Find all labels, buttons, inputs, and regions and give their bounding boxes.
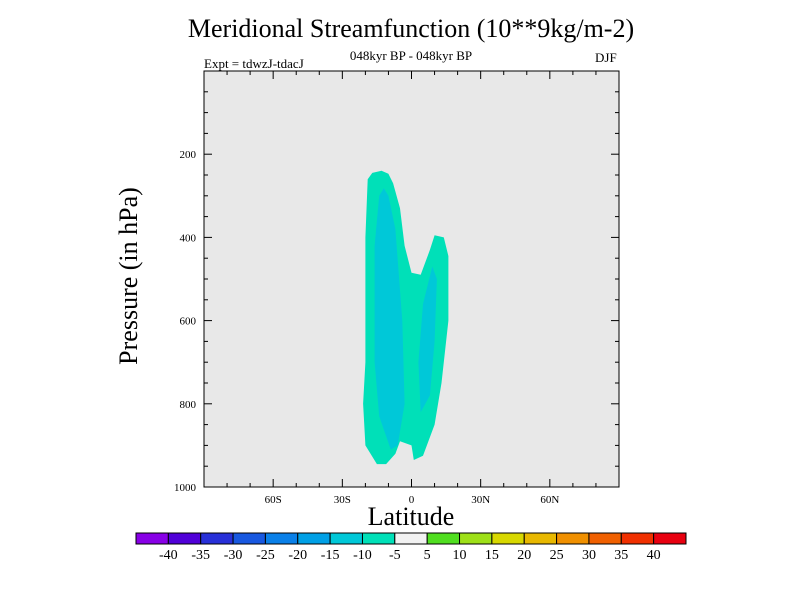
colorbar-label: 40: [647, 548, 661, 563]
x-tick-label: 60S: [265, 494, 282, 506]
colorbar-box: [297, 532, 331, 545]
contour-region-2: [418, 266, 437, 413]
colorbar-label: -15: [321, 548, 340, 563]
colorbar-label: -40: [159, 548, 178, 563]
experiment-label: Expt = tdwzJ-tdacJ: [204, 56, 304, 71]
colorbar-label: -30: [224, 548, 243, 563]
colorbar-label: 20: [517, 548, 531, 563]
colorbar-box: [232, 532, 266, 545]
colorbar-box: [588, 532, 622, 545]
x-tick-label: 30S: [334, 494, 351, 506]
colorbar-box: [329, 532, 363, 545]
chart-title: Meridional Streamfunction (10**9kg/m-2): [187, 14, 635, 43]
colorbar-box: [556, 532, 590, 545]
colorbar-box: [394, 532, 428, 545]
colorbar-box: [459, 532, 493, 545]
colorbar-box: [135, 532, 169, 545]
y-tick-label: 400: [180, 232, 197, 244]
colorbar-label: 25: [550, 548, 564, 563]
colorbar-box: [167, 532, 202, 545]
colorbar-box: [620, 532, 655, 545]
x-tick-label: 60N: [540, 494, 559, 506]
chart-subtitle: 048kyr BP - 048kyr BP: [349, 48, 473, 63]
colorbar-box: [200, 532, 234, 545]
colorbar-label: -20: [288, 548, 307, 563]
colorbar-box: [264, 532, 299, 545]
colorbar-label: -25: [256, 548, 275, 563]
season-label: DJF: [595, 50, 617, 65]
x-tick-label: 0: [409, 494, 415, 506]
colorbar-box: [491, 532, 525, 545]
colorbar-label: 30: [582, 548, 596, 563]
colorbar-label: 35: [614, 548, 628, 563]
colorbar-label: 15: [485, 548, 499, 563]
colorbar-box: [426, 532, 461, 545]
colorbar-label: 10: [453, 548, 467, 563]
colorbar-label: -5: [389, 548, 401, 563]
x-tick-label: 30N: [471, 494, 490, 506]
colorbar-box: [361, 532, 396, 545]
contour-region-1: [374, 188, 405, 450]
colorbar-box: [653, 532, 687, 545]
colorbar-box: [523, 532, 558, 545]
colorbar-label: 5: [424, 548, 431, 563]
plot-frame: [203, 70, 620, 488]
y-tick-label: 200: [180, 149, 197, 161]
x-axis-label: Latitude: [367, 502, 455, 531]
colorbar-label: -35: [191, 548, 210, 563]
y-tick-label: 800: [180, 399, 197, 411]
y-tick-label: 600: [180, 316, 197, 328]
colorbar-label: -10: [353, 548, 372, 563]
y-tick-label: 1000: [174, 482, 197, 494]
